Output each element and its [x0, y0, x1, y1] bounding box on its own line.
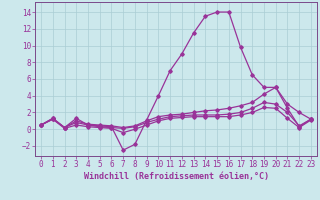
- X-axis label: Windchill (Refroidissement éolien,°C): Windchill (Refroidissement éolien,°C): [84, 172, 268, 181]
